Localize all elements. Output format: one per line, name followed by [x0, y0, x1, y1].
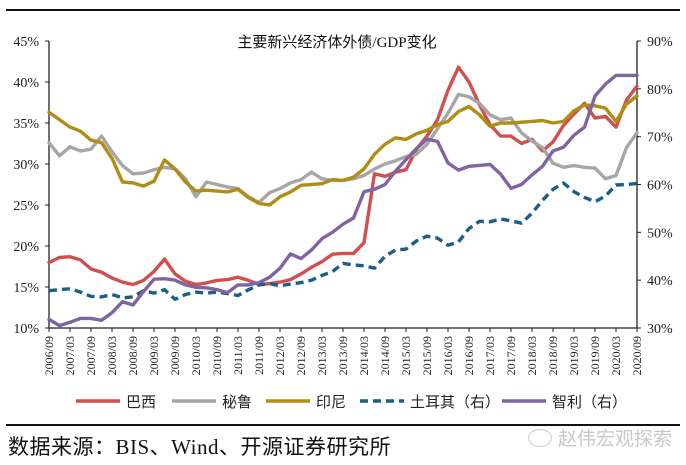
series-line-秘鲁	[47, 92, 639, 205]
right-axis-tick-label: 30%	[647, 322, 673, 337]
left-axis-tick-label: 30%	[13, 158, 39, 173]
left-axis-tick-label: 20%	[13, 240, 39, 255]
x-axis-tick-label: 2017/03	[483, 336, 497, 375]
x-axis-tick-label: 2019/03	[567, 336, 581, 375]
x-axis-tick-label: 2007/03	[63, 336, 77, 375]
x-axis-tick-label: 2008/09	[126, 336, 140, 375]
x-axis-tick-label: 2006/09	[42, 336, 56, 375]
series-line-土耳其（右）	[48, 181, 638, 301]
x-axis-tick-label: 2015/09	[420, 336, 434, 375]
x-axis-tick-label: 2009/09	[168, 336, 182, 375]
legend-label: 土耳其（右）	[410, 394, 500, 411]
x-axis-tick-label: 2015/03	[399, 336, 413, 375]
legend-label: 智利（右）	[552, 393, 627, 411]
right-axis-tick-label: 80%	[647, 83, 673, 98]
left-axis-tick-label: 15%	[13, 281, 39, 296]
x-axis-tick-label: 2008/03	[105, 336, 119, 375]
bottom-rule	[6, 424, 680, 426]
x-axis-tick-label: 2018/09	[546, 336, 560, 375]
x-axis-tick-label: 2016/09	[462, 336, 476, 375]
x-axis-tick-label: 2013/03	[315, 336, 329, 375]
left-axis-tick-label: 45%	[13, 35, 39, 50]
x-axis-tick-label: 2010/03	[189, 336, 203, 375]
right-axis-tick-label: 60%	[647, 179, 673, 194]
line-chart: 10% 15% 20% 25% 30% 35% 40% 45% 30% 40% 50% 60% 70% 8…	[13, 34, 673, 411]
x-axis-tick-label: 2019/09	[588, 336, 602, 375]
x-axis-tick-label: 2014/03	[357, 336, 371, 375]
legend-label: 巴西	[126, 395, 156, 411]
x-axis-tick-label: 2012/09	[294, 336, 308, 375]
legend-label: 印尼	[316, 394, 346, 411]
x-axis-tick-label: 2009/03	[147, 336, 161, 375]
series-line-印尼	[47, 94, 639, 207]
x-axis-tick-label: 2014/09	[378, 336, 392, 375]
left-axis-tick-label: 10%	[13, 322, 39, 337]
wechat-icon	[528, 429, 552, 447]
right-axis-tick-label: 90%	[647, 35, 673, 50]
top-rule	[6, 9, 680, 11]
legend: 巴西 秘鲁 印尼 土耳其（右） 智利（右）	[76, 393, 627, 411]
legend-label: 秘鲁	[222, 394, 252, 411]
right-axis-tick-label: 50%	[647, 226, 673, 241]
series-line-巴西	[47, 65, 639, 287]
x-axis-tick-label: 2017/09	[504, 336, 518, 375]
axes: 10% 15% 20% 25% 30% 35% 40% 45% 30% 40% 50% 60% 70% 8…	[13, 35, 673, 375]
x-axis-tick-label: 2012/03	[273, 336, 287, 375]
left-axis-tick-label: 25%	[13, 199, 39, 214]
x-axis-tick-label: 2010/09	[210, 336, 224, 375]
left-axis-tick-label: 35%	[13, 117, 39, 132]
x-axis-tick-label: 2013/09	[336, 336, 350, 375]
chart-title: 主要新兴经济体外债/GDP变化	[237, 34, 436, 51]
x-axis-tick-label: 2007/09	[84, 336, 98, 375]
watermark-text: 赵伟宏观探索	[558, 428, 673, 450]
x-axis-tick-label: 2020/09	[630, 336, 644, 375]
left-axis-tick-label: 40%	[13, 76, 39, 91]
right-axis-tick-label: 70%	[647, 131, 673, 146]
series-line-智利（右）	[47, 73, 639, 328]
watermark: 赵伟宏观探索	[528, 424, 672, 451]
right-axis-tick-label: 40%	[647, 274, 673, 289]
x-axis-tick-label: 2011/03	[231, 336, 245, 375]
x-axis-tick-label: 2020/03	[609, 336, 623, 375]
x-axis-tick-label: 2018/03	[525, 336, 539, 375]
source-note: 数据来源：BIS、Wind、开源证券研究所	[8, 435, 391, 459]
series-layer	[47, 65, 639, 328]
x-axis-tick-label: 2016/03	[441, 336, 455, 375]
x-axis-tick-label: 2011/09	[252, 336, 266, 375]
